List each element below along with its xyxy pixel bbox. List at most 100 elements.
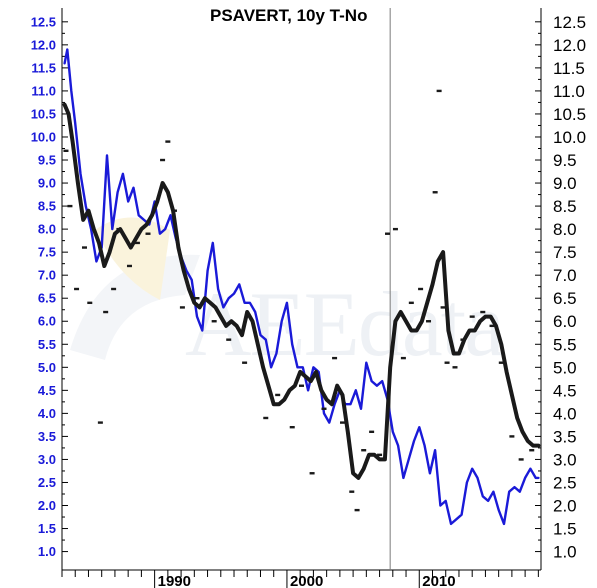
data-point — [116, 227, 122, 231]
left-axis-tick-label: 2.5 — [38, 475, 56, 490]
data-point — [498, 361, 504, 364]
data-point — [349, 490, 355, 493]
data-point — [392, 227, 398, 231]
data-point — [469, 315, 475, 318]
data-point — [275, 393, 281, 397]
left-axis: 1.0 1.5 2.0 2.5 3.0 3.5 4.0 4.5 5.0 5.5 6.0 6.5 7.0 7… — [31, 14, 68, 559]
x-axis-tick-label: 1990 — [158, 573, 191, 588]
data-point — [145, 232, 151, 235]
left-axis-tick-label: 4.0 — [38, 406, 56, 421]
data-point — [165, 140, 171, 143]
left-axis-tick-label: 9.5 — [38, 153, 56, 168]
right-axis-tick-label: 9.0 — [553, 174, 577, 193]
right-axis: 1.0 1.5 2.0 2.5 3.0 3.5 4.0 4.5 5.0 5.5 6.0 6.5 7.0 7… — [535, 13, 586, 562]
plot-frame — [61, 8, 542, 571]
left-axis-tick-label: 8.5 — [38, 199, 56, 214]
right-axis-tick-label: 3.0 — [553, 450, 577, 469]
right-axis-tick-label: 10.0 — [553, 128, 586, 147]
right-axis-tick-label: 3.5 — [553, 427, 577, 446]
left-axis-tick-label: 2.0 — [38, 498, 56, 513]
left-axis-tick-label: 12.0 — [31, 37, 56, 52]
right-axis-tick-label: 2.5 — [553, 473, 577, 492]
data-point — [126, 264, 132, 268]
data-point — [340, 421, 346, 424]
data-point — [361, 449, 367, 452]
data-point — [289, 425, 295, 429]
data-point — [444, 361, 450, 364]
data-point — [67, 204, 73, 208]
data-point — [408, 301, 414, 305]
data-point — [242, 361, 248, 364]
left-axis-tick-label: 11.0 — [31, 83, 56, 98]
data-point — [332, 356, 338, 360]
right-axis-tick-label: 7.5 — [553, 243, 577, 262]
data-point — [226, 338, 232, 341]
data-point — [377, 453, 383, 457]
data-point — [63, 149, 69, 153]
data-point — [400, 356, 406, 360]
data-point — [134, 241, 140, 245]
right-axis-tick-label: 10.5 — [553, 105, 586, 124]
right-axis-tick-label: 7.0 — [553, 266, 577, 285]
data-point — [111, 287, 117, 291]
right-axis-tick-label: 8.5 — [553, 197, 577, 216]
data-point — [81, 246, 87, 249]
x-axis-tick-label: 2010 — [422, 573, 455, 588]
data-point — [97, 421, 103, 424]
data-point — [529, 449, 535, 452]
right-axis-tick-label: 8.0 — [553, 220, 577, 239]
left-axis-tick-label: 5.0 — [38, 360, 56, 375]
data-point — [369, 430, 375, 434]
data-point — [432, 191, 438, 194]
left-axis-tick-label: 7.5 — [38, 245, 56, 260]
series-line-blue — [63, 48, 540, 526]
left-axis-tick-label: 12.5 — [31, 14, 56, 29]
left-axis-tick-label: 10.0 — [31, 129, 56, 144]
data-point — [436, 89, 442, 93]
x-axis-tick-label: 2000 — [290, 573, 323, 588]
right-axis-tick-label: 9.5 — [553, 151, 577, 170]
chart-title: PSAVERT, 10y T-No — [210, 6, 367, 25]
right-axis-tick-label: 4.5 — [553, 381, 577, 400]
left-axis-tick-label: 11.5 — [31, 60, 56, 75]
left-axis-tick-label: 9.0 — [38, 176, 56, 191]
right-axis-tick-label: 12.0 — [553, 36, 586, 55]
x-axis: 1990 2000 2010 — [61, 570, 539, 588]
data-point — [509, 435, 515, 438]
data-point — [74, 287, 80, 291]
right-axis-tick-label: 11.0 — [553, 82, 585, 101]
data-point — [460, 338, 466, 341]
data-point — [480, 310, 486, 314]
left-axis-tick-label: 3.0 — [38, 452, 56, 467]
left-axis-tick-label: 1.5 — [38, 521, 56, 536]
data-point — [309, 472, 315, 475]
right-axis-tick-label: 2.0 — [553, 497, 577, 516]
left-axis-tick-label: 10.5 — [31, 106, 56, 121]
data-point — [299, 384, 304, 387]
data-point — [440, 306, 446, 309]
right-axis-tick-label: 5.5 — [553, 335, 577, 354]
data-point — [426, 320, 432, 323]
series-point-markers — [63, 89, 535, 512]
series-line-black — [62, 102, 541, 480]
data-point — [171, 209, 177, 212]
series-layer — [62, 48, 541, 526]
data-point — [103, 310, 109, 314]
left-axis-tick-label: 7.0 — [38, 268, 56, 283]
data-point — [452, 366, 458, 369]
data-point — [211, 320, 217, 323]
right-axis-tick-label: 1.0 — [553, 543, 577, 562]
left-axis-tick-label: 8.0 — [38, 222, 56, 237]
right-axis-tick-label: 5.0 — [553, 358, 577, 377]
right-axis-tick-label: 11.5 — [553, 59, 585, 78]
right-axis-tick-label: 1.5 — [553, 520, 577, 539]
data-point — [418, 287, 424, 291]
left-axis-tick-label: 4.5 — [38, 383, 56, 398]
data-point — [179, 306, 185, 309]
left-axis-tick-label: 6.0 — [38, 314, 56, 329]
data-point — [385, 232, 391, 235]
data-point — [489, 324, 495, 328]
data-point — [87, 301, 93, 305]
data-point — [518, 458, 524, 461]
